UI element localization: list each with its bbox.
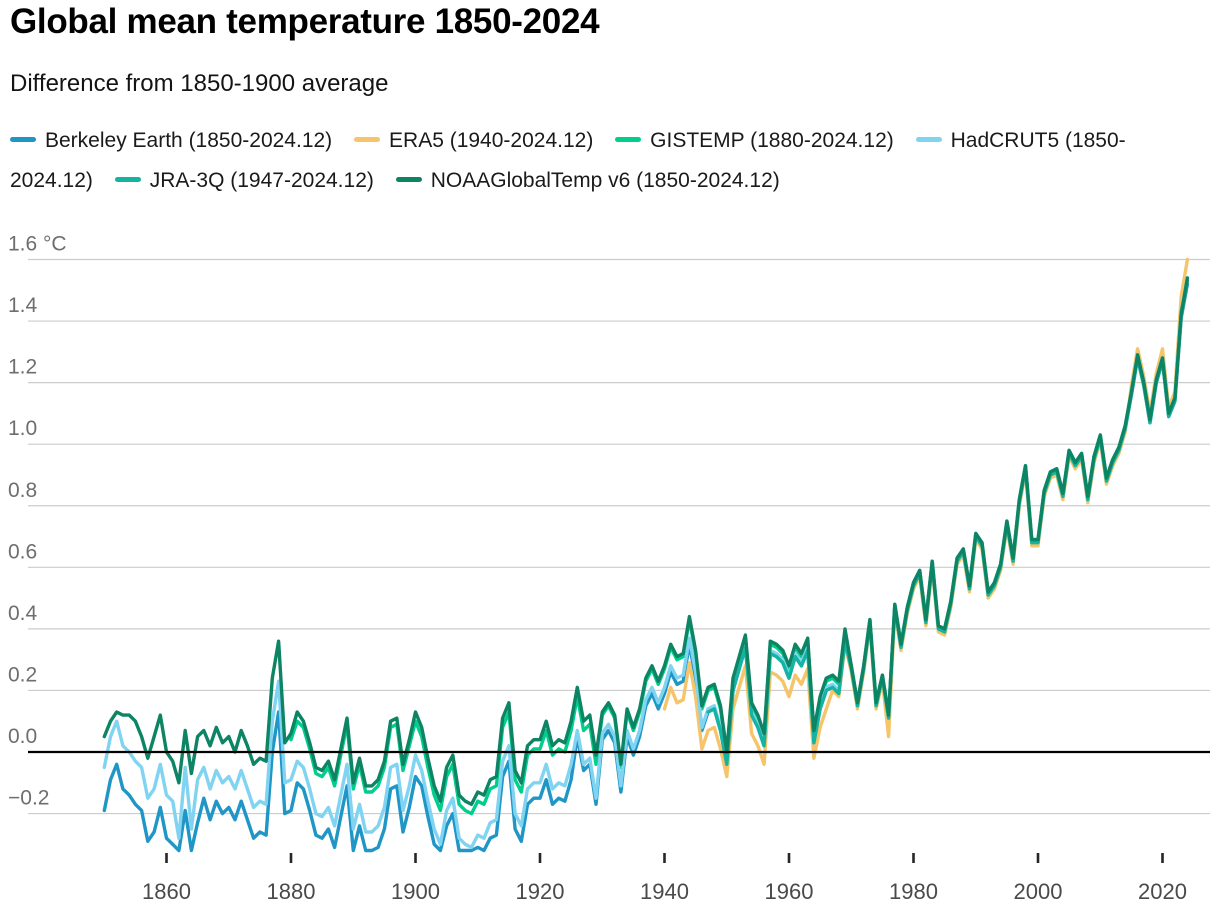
legend-dash-icon [114, 176, 141, 182]
y-tick-label: 0.6 [8, 540, 37, 563]
legend-item-era5: ERA5 (1940-2024.12) [354, 129, 593, 152]
y-tick-label: 1.4 [8, 294, 38, 317]
y-tick-label: 1.6 °C [8, 233, 67, 256]
x-tick-label: 2020 [1138, 879, 1187, 904]
x-tick-label: 1940 [640, 879, 689, 904]
legend-dash-icon [395, 176, 422, 182]
x-tick-label: 1980 [889, 879, 938, 904]
y-tick-label: 1.2 [8, 356, 37, 379]
chart-canvas: 1.6 °C 1.4 1.2 1.0 0.8 0.6 0.4 0.2 0.0 −0.2 1860 18… [8, 233, 1210, 904]
x-tick-label: 2000 [1014, 879, 1063, 904]
legend-item-gistemp: GISTEMP (1880-2024.12) [615, 129, 894, 152]
series-line-gistemp [289, 276, 1190, 816]
y-tick-label: 1.0 [8, 417, 37, 440]
legend-item-berkeley-earth: Berkeley Earth (1850-2024.12) [10, 129, 332, 152]
legend: Berkeley Earth (1850-2024.12) ERA5 (1940… [10, 121, 1130, 201]
legend-dash-icon [10, 136, 36, 142]
y-tick-label: 0.0 [8, 725, 37, 748]
series-line-era5 [662, 257, 1190, 779]
y-tick-label: 0.4 [8, 602, 38, 625]
legend-item-jra-3q: JRA-3Q (1947-2024.12) [114, 169, 374, 192]
legend-label: NOAAGlobalTemp v6 (1850-2024.12) [430, 169, 780, 192]
x-tick-label: 1900 [391, 879, 440, 904]
x-tick-label: 1880 [267, 879, 316, 904]
legend-item-noaaglobaltemp-v6: NOAAGlobalTemp v6 (1850-2024.12) [395, 169, 780, 192]
legend-label: ERA5 (1940-2024.12) [389, 129, 594, 152]
legend-item-hadcrut5: HadCRUT5 (1850-2024.12) [10, 129, 1126, 192]
y-tick-label: −0.2 [8, 787, 49, 810]
y-tick-label: 0.8 [8, 479, 37, 502]
legend-dash-icon [354, 136, 381, 142]
legend-label: JRA-3Q (1947-2024.12) [149, 169, 374, 192]
legend-label: Berkeley Earth (1850-2024.12) [45, 129, 333, 152]
x-tick-label: 1960 [765, 879, 814, 904]
legend-dash-icon [615, 136, 642, 142]
series-line-jra-3q [706, 279, 1190, 766]
x-tick-label: 1860 [142, 879, 191, 904]
legend-dash-icon [915, 136, 942, 142]
legend-label: GISTEMP (1880-2024.12) [650, 129, 894, 152]
series-line-noaaglobaltemp-v6 [102, 276, 1190, 806]
y-tick-label: 0.2 [8, 663, 37, 686]
legend-label: HadCRUT5 (1850-2024.12) [10, 129, 1126, 192]
chart-subtitle: Difference from 1850-1900 average [10, 70, 389, 97]
x-tick-label: 1920 [516, 879, 565, 904]
chart-title: Global mean temperature 1850-2024 [10, 2, 600, 41]
